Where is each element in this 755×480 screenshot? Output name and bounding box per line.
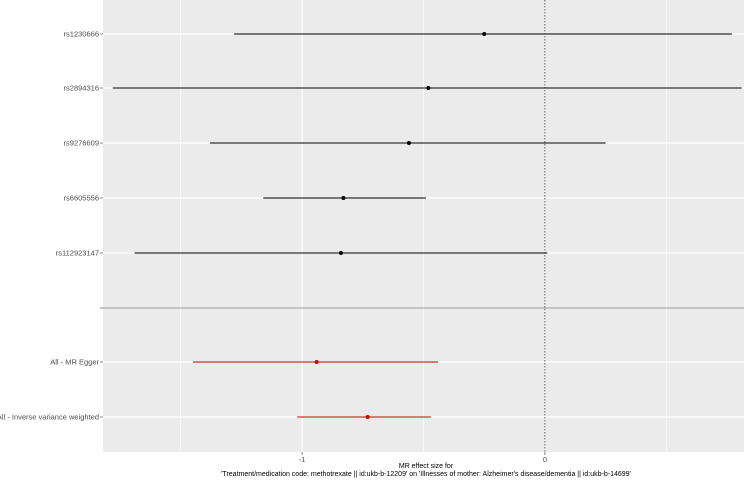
x-tick-label-1: 0	[543, 455, 547, 464]
y-tick-labels: rs1230666 rs2894316 rs9276609 rs6605556 rs11…	[0, 30, 103, 422]
row-label-snp-3: rs6605556	[64, 194, 99, 203]
x-tick-label-0: -1	[299, 455, 306, 464]
row-label-summary-1: All - Inverse variance weighted	[0, 413, 99, 422]
row-label-snp-4: rs112923147	[56, 249, 99, 258]
estimate-point-summary-0	[314, 360, 319, 364]
x-axis-title-line-1: MR effect size for	[399, 463, 454, 470]
estimate-point-snp-4	[338, 251, 343, 255]
x-tick-labels: -1 0	[299, 452, 547, 464]
reference-layer	[103, 0, 744, 452]
estimate-point-snp-3	[341, 196, 346, 200]
row-label-snp-2: rs9276609	[64, 139, 99, 148]
estimate-point-snp-1	[426, 86, 431, 90]
row-label-summary-0: All - MR Egger	[50, 358, 99, 367]
point-layer	[314, 32, 487, 419]
estimate-point-snp-2	[406, 141, 411, 145]
estimate-point-summary-1	[365, 415, 370, 419]
x-axis-title-line-2: 'Treatment/medication code: methotrexate…	[221, 471, 631, 478]
estimate-point-snp-0	[482, 32, 487, 36]
row-label-snp-1: rs2894316	[64, 84, 99, 93]
row-label-snp-0: rs1230666	[64, 30, 99, 39]
